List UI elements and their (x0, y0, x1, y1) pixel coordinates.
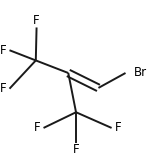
Text: F: F (114, 122, 121, 134)
Text: F: F (0, 44, 7, 57)
Text: Br: Br (134, 67, 147, 79)
Text: F: F (73, 143, 79, 156)
Text: F: F (33, 14, 40, 27)
Text: F: F (0, 82, 7, 95)
Text: F: F (34, 122, 41, 134)
